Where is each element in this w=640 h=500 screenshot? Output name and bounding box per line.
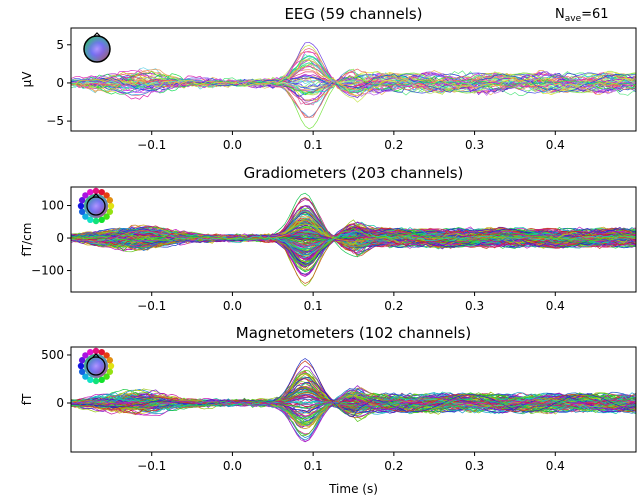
x-tick-label: 0.2 xyxy=(384,138,403,152)
y-axis-label: fT xyxy=(20,393,34,405)
panel-title: EEG (59 channels) xyxy=(284,5,422,23)
channel-trace xyxy=(71,377,636,414)
y-tick-label: 0 xyxy=(56,231,64,245)
y-tick-label: −5 xyxy=(46,114,64,128)
channel-trace xyxy=(71,392,636,412)
channel-trace xyxy=(71,216,636,249)
nave-annotation: Nave=61 xyxy=(555,7,609,24)
x-tick-label: −0.1 xyxy=(137,299,166,313)
channel-traces xyxy=(71,358,636,443)
channel-trace xyxy=(71,51,636,95)
x-tick-label: 0.3 xyxy=(465,299,484,313)
channel-trace xyxy=(71,227,636,267)
x-tick-label: −0.1 xyxy=(137,459,166,473)
x-tick-label: −0.1 xyxy=(137,138,166,152)
channel-traces xyxy=(71,192,636,287)
x-axis-label: Time (s) xyxy=(328,482,378,496)
x-tick-label: 0.0 xyxy=(223,138,242,152)
channel-traces xyxy=(71,41,636,130)
channel-trace xyxy=(71,390,636,414)
channel-trace xyxy=(71,225,636,249)
y-tick-label: 0 xyxy=(56,76,64,90)
channel-trace xyxy=(71,59,636,96)
x-tick-label: 0.4 xyxy=(546,299,565,313)
head-topomap-icon xyxy=(77,187,115,225)
channel-trace xyxy=(71,223,636,284)
axes-frame xyxy=(70,346,637,453)
x-tick-label: 0.1 xyxy=(304,459,323,473)
y-tick-label: 500 xyxy=(41,348,64,362)
channel-trace xyxy=(71,394,636,418)
y-tick-label: 5 xyxy=(56,38,64,52)
x-tick-label: 0.3 xyxy=(465,138,484,152)
y-tick-label: 0 xyxy=(56,396,64,410)
channel-trace xyxy=(71,229,636,261)
channel-trace xyxy=(71,232,636,244)
panel-2: Magnetometers (102 channels) fT −0.1 0.0 0.1… xyxy=(20,324,637,496)
channel-trace xyxy=(71,389,636,420)
channel-trace xyxy=(71,55,636,94)
x-tick-label: 0.4 xyxy=(546,138,565,152)
head-topomap-icon xyxy=(77,347,115,385)
y-tick-label: 100 xyxy=(41,199,64,213)
axes-frame xyxy=(70,186,637,293)
y-tick-label: −100 xyxy=(31,264,64,278)
channel-trace xyxy=(71,68,636,118)
panel-0: EEG (59 channels) µV −0.1 0.0 0.1 0.2 0.3 0.4 5 0… xyxy=(20,5,637,152)
channel-trace xyxy=(71,77,636,94)
channel-trace xyxy=(71,231,636,255)
y-axis-label: fT/cm xyxy=(20,223,34,257)
panel-title: Magnetometers (102 channels) xyxy=(236,324,471,342)
channel-trace xyxy=(71,70,636,96)
panel-title: Gradiometers (203 channels) xyxy=(244,164,464,182)
axes-frame xyxy=(70,27,637,132)
x-tick-label: 0.4 xyxy=(546,459,565,473)
channel-trace xyxy=(71,391,636,425)
x-tick-label: 0.2 xyxy=(384,299,403,313)
channel-trace xyxy=(71,396,636,407)
x-tick-label: 0.0 xyxy=(223,459,242,473)
channel-trace xyxy=(71,73,636,94)
channel-trace xyxy=(71,71,636,96)
x-tick-label: 0.1 xyxy=(304,299,323,313)
head-topomap-icon xyxy=(83,32,111,63)
panel-1: Gradiometers (203 channels) fT/cm −0.1 0.0 0… xyxy=(20,164,637,313)
x-tick-label: 0.1 xyxy=(304,138,323,152)
channel-trace xyxy=(71,228,636,242)
x-tick-label: 0.2 xyxy=(384,459,403,473)
channel-trace xyxy=(71,63,636,94)
x-tick-label: 0.3 xyxy=(465,459,484,473)
channel-trace xyxy=(71,358,636,417)
x-tick-label: 0.0 xyxy=(223,299,242,313)
y-axis-label: µV xyxy=(20,71,34,88)
channel-trace xyxy=(71,231,636,245)
